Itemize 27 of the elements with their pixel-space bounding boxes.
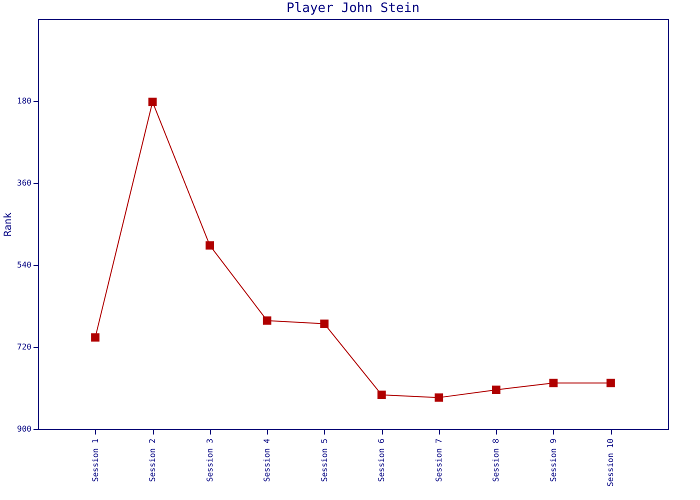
chart-title: Player John Stein bbox=[286, 1, 420, 16]
x-tick-label: Session 1 bbox=[90, 438, 100, 482]
point bbox=[492, 386, 500, 394]
x-tick-label: Session 6 bbox=[377, 438, 386, 482]
x-tick-label: Session 7 bbox=[434, 438, 444, 482]
point bbox=[434, 393, 444, 402]
y-axis-title: Rank bbox=[3, 212, 14, 237]
x-tick-label: Session 8 bbox=[492, 438, 501, 482]
point bbox=[206, 241, 214, 250]
x-tick-label: Session 5 bbox=[320, 438, 329, 482]
point bbox=[320, 320, 329, 328]
x-tick-label: Session 2 bbox=[148, 438, 158, 482]
point bbox=[377, 390, 386, 400]
x-tick-label: Session 4 bbox=[262, 438, 272, 482]
point bbox=[262, 316, 272, 325]
x-tick-label: Session 3 bbox=[205, 438, 214, 482]
y-tick-label: 360 bbox=[17, 178, 32, 188]
point bbox=[91, 333, 100, 342]
y-tick-label: 900 bbox=[17, 424, 32, 434]
y-tick-label: 180 bbox=[17, 96, 32, 106]
point bbox=[606, 378, 615, 388]
y-tick-label: 720 bbox=[17, 342, 32, 352]
y-tick-label: 540 bbox=[17, 260, 32, 270]
point bbox=[549, 378, 558, 388]
point bbox=[148, 98, 157, 106]
x-tick-label: Session 9 bbox=[548, 438, 558, 482]
x-tick-label: Session 10 bbox=[606, 438, 616, 487]
